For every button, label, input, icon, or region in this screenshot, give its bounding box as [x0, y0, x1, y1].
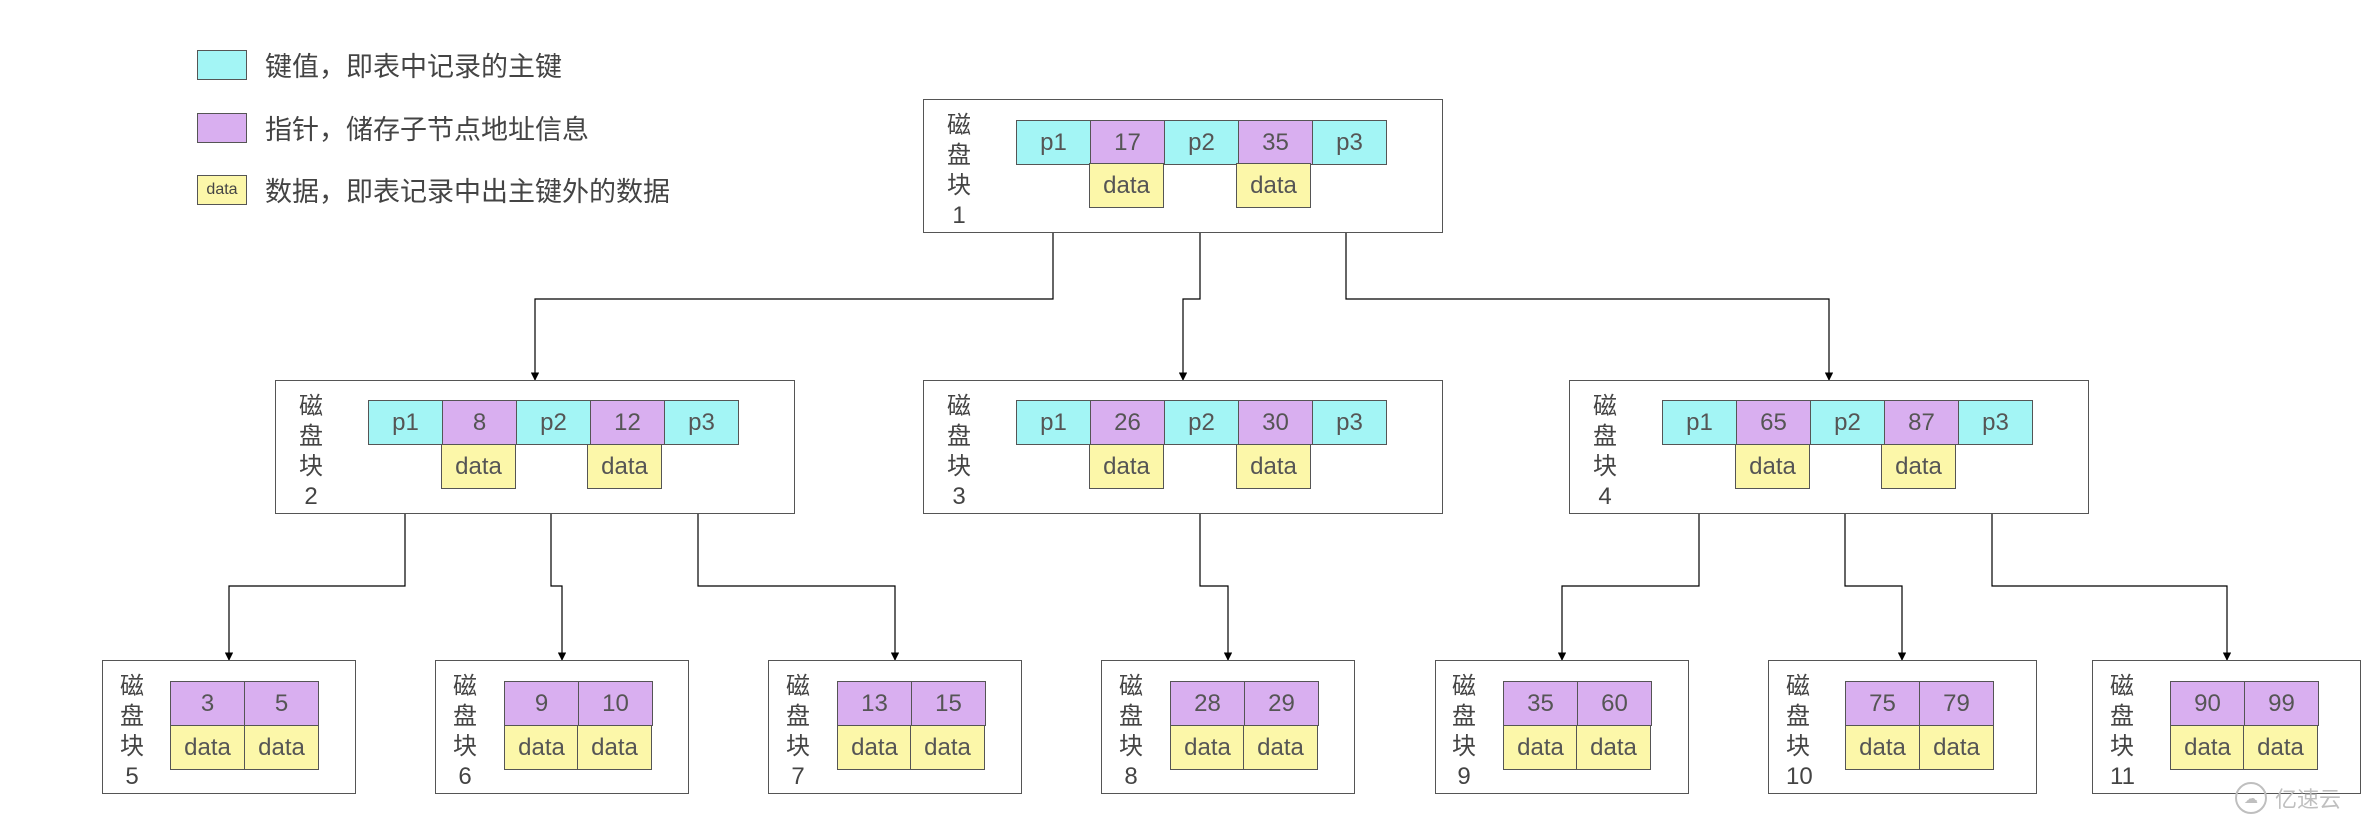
- data-cell: data: [1881, 444, 1956, 489]
- key-cell: 87: [1884, 400, 1959, 445]
- disk-block-label: 磁盘块2: [299, 392, 323, 512]
- pointer-cell: p2: [1810, 400, 1885, 445]
- disk-block-label: 磁盘块5: [120, 672, 144, 792]
- key-cell: 26: [1090, 400, 1165, 445]
- pointer-cell: p1: [1016, 120, 1091, 165]
- key-cell: 15: [911, 681, 986, 726]
- legend-row-data: data 数据，即表记录中出主键外的数据: [197, 170, 670, 209]
- key-cell: 65: [1736, 400, 1811, 445]
- disk-block-label: 磁盘块11: [2110, 672, 2134, 792]
- legend-label-pointer: 指针，储存子节点地址信息: [265, 108, 589, 147]
- key-cell: 35: [1503, 681, 1578, 726]
- pointer-cell: p2: [1164, 120, 1239, 165]
- legend-label-data: 数据，即表记录中出主键外的数据: [265, 170, 670, 209]
- data-cell: data: [577, 725, 652, 770]
- key-cell: 28: [1170, 681, 1245, 726]
- data-cell: data: [1236, 163, 1311, 208]
- cell-row: 2829: [1170, 681, 1319, 726]
- data-cell: data: [1170, 725, 1245, 770]
- cell-row: 910: [504, 681, 653, 726]
- key-cell: 17: [1090, 120, 1165, 165]
- legend-label-key: 键值，即表中记录的主键: [265, 45, 562, 84]
- disk-block-label: 磁盘块7: [786, 672, 810, 792]
- key-cell: 30: [1238, 400, 1313, 445]
- data-cell: data: [170, 725, 245, 770]
- cell-row: p18p212p3: [368, 400, 739, 445]
- pointer-cell: p3: [1312, 120, 1387, 165]
- legend-swatch-key: [197, 50, 247, 80]
- key-cell: 5: [244, 681, 319, 726]
- pointer-cell: p3: [1958, 400, 2033, 445]
- disk-block-label: 磁盘块8: [1119, 672, 1143, 792]
- disk-block-label: 磁盘块3: [947, 392, 971, 512]
- key-cell: 13: [837, 681, 912, 726]
- pointer-cell: p2: [516, 400, 591, 445]
- pointer-cell: p1: [1016, 400, 1091, 445]
- pointer-cell: p1: [368, 400, 443, 445]
- key-cell: 79: [1919, 681, 1994, 726]
- watermark: ☁ 亿速云: [2235, 782, 2341, 814]
- data-cell: data: [2170, 725, 2245, 770]
- data-cell: data: [1089, 444, 1164, 489]
- cell-row: p165p287p3: [1662, 400, 2033, 445]
- disk-block-label: 磁盘块6: [453, 672, 477, 792]
- data-cell: data: [1089, 163, 1164, 208]
- key-cell: 8: [442, 400, 517, 445]
- cloud-icon: ☁: [2235, 782, 2267, 814]
- disk-block-label: 磁盘块9: [1452, 672, 1476, 792]
- cell-row: p117p235p3: [1016, 120, 1387, 165]
- cell-row: p126p230p3: [1016, 400, 1387, 445]
- disk-block-label: 磁盘块1: [947, 111, 971, 231]
- key-cell: 35: [1238, 120, 1313, 165]
- data-cell: data: [1735, 444, 1810, 489]
- cell-row: 7579: [1845, 681, 1994, 726]
- cell-row: 1315: [837, 681, 986, 726]
- data-cell: data: [1236, 444, 1311, 489]
- cell-row: 9099: [2170, 681, 2319, 726]
- key-cell: 60: [1577, 681, 1652, 726]
- data-cell: data: [244, 725, 319, 770]
- data-cell: data: [1503, 725, 1578, 770]
- data-cell: data: [910, 725, 985, 770]
- data-cell: data: [504, 725, 579, 770]
- legend-swatch-pointer: [197, 113, 247, 143]
- data-cell: data: [2243, 725, 2318, 770]
- disk-block-label: 磁盘块4: [1593, 392, 1617, 512]
- cell-row: 35: [170, 681, 319, 726]
- key-cell: 75: [1845, 681, 1920, 726]
- key-cell: 10: [578, 681, 653, 726]
- pointer-cell: p3: [664, 400, 739, 445]
- data-cell: data: [1919, 725, 1994, 770]
- cell-row: 3560: [1503, 681, 1652, 726]
- pointer-cell: p3: [1312, 400, 1387, 445]
- key-cell: 90: [2170, 681, 2245, 726]
- key-cell: 12: [590, 400, 665, 445]
- pointer-cell: p1: [1662, 400, 1737, 445]
- data-cell: data: [1576, 725, 1651, 770]
- key-cell: 99: [2244, 681, 2319, 726]
- legend-row-key: 键值，即表中记录的主键: [197, 45, 562, 84]
- key-cell: 3: [170, 681, 245, 726]
- data-cell: data: [587, 444, 662, 489]
- legend-swatch-data: data: [197, 175, 247, 205]
- key-cell: 29: [1244, 681, 1319, 726]
- watermark-text: 亿速云: [2275, 782, 2341, 814]
- data-cell: data: [1845, 725, 1920, 770]
- data-cell: data: [837, 725, 912, 770]
- data-cell: data: [1243, 725, 1318, 770]
- pointer-cell: p2: [1164, 400, 1239, 445]
- data-cell: data: [441, 444, 516, 489]
- key-cell: 9: [504, 681, 579, 726]
- legend-row-pointer: 指针，储存子节点地址信息: [197, 108, 589, 147]
- disk-block-label: 磁盘块10: [1786, 672, 1810, 792]
